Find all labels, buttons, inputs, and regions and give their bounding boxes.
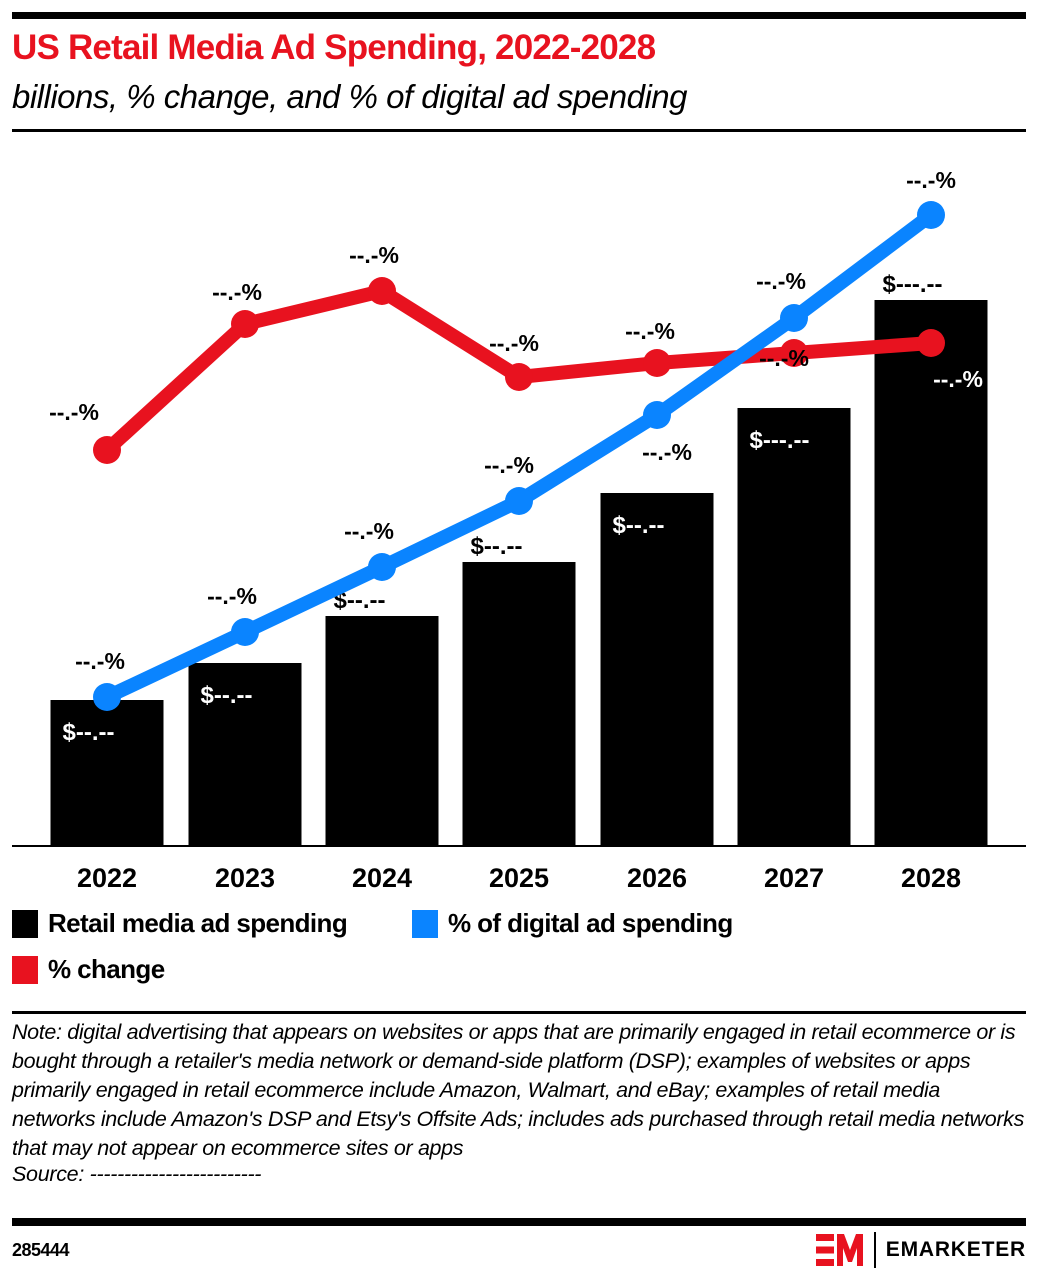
note-rule <box>12 1011 1026 1014</box>
pct-digital-label: --.-% <box>484 452 534 478</box>
legend-label: % change <box>48 954 165 984</box>
bottom-rule <box>12 1218 1026 1226</box>
chart-title: US Retail Media Ad Spending, 2022-2028 <box>12 28 656 67</box>
pct-change-point <box>643 349 671 377</box>
pct-digital-label: --.-% <box>759 345 809 371</box>
pct-change-point <box>505 363 533 391</box>
bar-2025 <box>462 562 576 845</box>
pct-digital-label: --.-% <box>344 518 394 544</box>
pct-digital-label: --.-% <box>906 167 956 193</box>
pct-change-point <box>231 310 259 338</box>
x-tick-label: 2025 <box>489 863 549 893</box>
bar-value-label: $---.-- <box>883 271 943 298</box>
bar-value-label: $--.-- <box>471 533 523 560</box>
pct-change-label: --.-% <box>349 242 399 268</box>
pct-change-point <box>917 329 945 357</box>
pct-change-point <box>93 436 121 464</box>
pct-change-point <box>368 277 396 305</box>
bar-2026 <box>600 493 714 845</box>
x-tick-label: 2024 <box>352 863 412 893</box>
pct-change-label: --.-% <box>625 318 675 344</box>
legend-swatch-blue <box>412 909 438 938</box>
chart-area: 2022 2023 2024 2025 2026 2027 2028 $--.-- $--.--… <box>12 167 1026 893</box>
header-rule <box>12 129 1026 132</box>
bar-value-label: $--.-- <box>613 512 665 539</box>
pct-digital-point <box>643 401 671 429</box>
chart-subtitle: billions, % change, and % of digital ad … <box>12 78 687 115</box>
brand-divider <box>873 1232 876 1268</box>
x-tick-label: 2022 <box>77 863 137 893</box>
footnote: Note: digital advertising that appears o… <box>12 1020 1024 1160</box>
bar-value-label: $--.-- <box>63 719 115 746</box>
legend-item-pct-digital: % of digital ad spending <box>412 908 733 939</box>
pct-digital-point <box>368 553 396 581</box>
em-logo-icon <box>815 1234 863 1266</box>
pct-change-label: --.-% <box>489 330 539 356</box>
top-rule <box>12 12 1026 19</box>
x-tick-label: 2027 <box>764 863 824 893</box>
bar-value-label: $--.-- <box>201 682 253 709</box>
x-axis-line <box>12 845 1026 847</box>
brand-name: EMARKETER <box>885 1238 1026 1261</box>
pct-change-point <box>780 339 808 367</box>
pct-digital-point <box>780 304 808 332</box>
pct-change-label: --.-% <box>756 268 806 294</box>
bar-2024 <box>325 616 439 845</box>
bar-2027 <box>737 408 851 845</box>
pct-digital-point <box>505 487 533 515</box>
chart-id: 285444 <box>12 1240 70 1260</box>
source-line: Source: ------------------------- <box>12 1162 262 1186</box>
pct-digital-label: --.-% <box>642 439 692 465</box>
x-tick-label: 2023 <box>215 863 275 893</box>
legend-label: % of digital ad spending <box>448 908 733 938</box>
pct-digital-point <box>231 618 259 646</box>
pct-digital-label: --.-% <box>75 648 125 674</box>
bar-value-label: $---.-- <box>750 427 810 454</box>
pct-digital-point <box>93 683 121 711</box>
legend-swatch-black <box>12 909 38 938</box>
brand-logo: EMARKETER <box>815 1232 1026 1268</box>
bar-2022 <box>50 700 164 845</box>
pct-change-label: --.-% <box>212 279 262 305</box>
pct-digital-point <box>917 201 945 229</box>
pct-change-label: --.-% <box>49 399 99 425</box>
bar-2023 <box>188 663 302 845</box>
legend-label: Retail media ad spending <box>48 908 348 938</box>
pct-change-label: --.-% <box>933 366 983 392</box>
bar-2028 <box>874 300 988 845</box>
x-tick-label: 2028 <box>901 863 961 893</box>
legend-item-pct-change: % change <box>12 954 165 985</box>
legend-swatch-red <box>12 955 38 984</box>
legend-item-retail-media: Retail media ad spending <box>12 908 348 939</box>
x-tick-label: 2026 <box>627 863 687 893</box>
pct-digital-label: --.-% <box>207 583 257 609</box>
